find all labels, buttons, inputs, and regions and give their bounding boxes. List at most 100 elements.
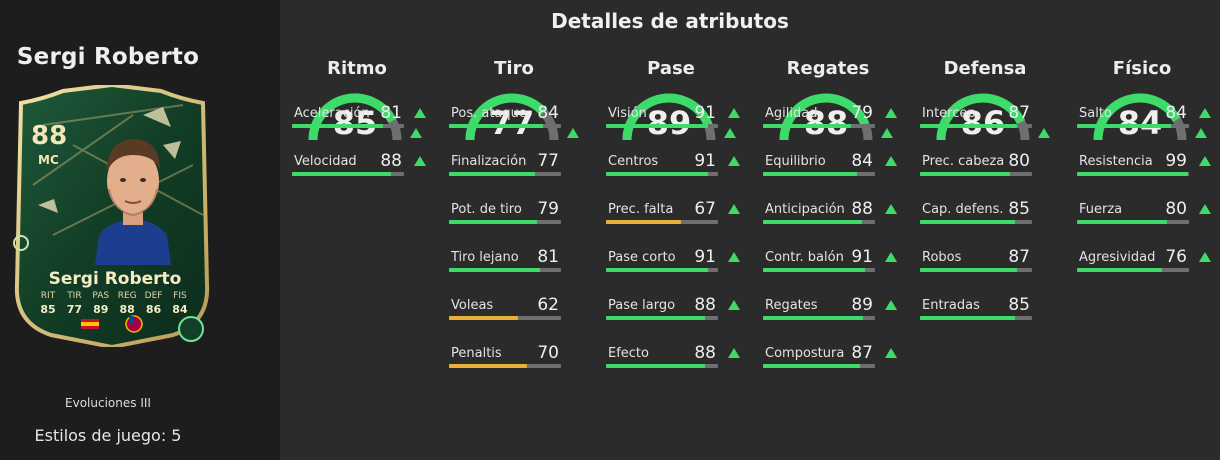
- attribute-bar: [920, 124, 1032, 128]
- attribute-row-fuerza[interactable]: Fuerza 80: [1077, 199, 1220, 250]
- attribute-label: Entradas: [922, 298, 980, 313]
- player-name: Sergi Roberto: [16, 44, 200, 70]
- attribute-bar: [449, 364, 561, 368]
- attribute-bar-fill: [920, 316, 1016, 320]
- attribute-bar: [1077, 268, 1189, 272]
- player-card[interactable]: 88 MC Sergi Roberto RIT 85 TIR 77 PAS 89 RE…: [13, 85, 211, 347]
- attribute-row-aceleracion[interactable]: Aceleración 81: [292, 103, 442, 154]
- attribute-row-robos[interactable]: Robos 87: [920, 247, 1070, 298]
- attribute-bar: [763, 220, 875, 224]
- attribute-bar: [292, 124, 404, 128]
- upgrade-arrow-icon: [728, 156, 740, 166]
- attribute-row-regates[interactable]: Regates 89: [763, 295, 913, 346]
- attribute-row-penaltis[interactable]: Penaltis 70: [449, 343, 599, 394]
- attribute-row-entradas[interactable]: Entradas 85: [920, 295, 1070, 346]
- attribute-bar-fill: [449, 220, 538, 224]
- player-photo: [95, 139, 171, 265]
- attribute-label: Cap. defens.: [922, 202, 1004, 217]
- playstyles-label[interactable]: Estilos de juego: 5: [34, 426, 182, 445]
- attribute-row-compostura[interactable]: Compostura 87: [763, 343, 913, 394]
- attribute-row-intercep[interactable]: Intercep. 87: [920, 103, 1070, 154]
- attribute-row-prec-cabeza[interactable]: Prec. cabeza 80: [920, 151, 1070, 202]
- attribute-row-finalizacion[interactable]: Finalización 77: [449, 151, 599, 202]
- attribute-label: Resistencia: [1079, 154, 1153, 169]
- attribute-row-pase-largo[interactable]: Pase largo 88: [606, 295, 756, 346]
- category-name: Tiro: [494, 58, 534, 79]
- attribute-bar: [449, 220, 561, 224]
- upgrade-arrow-icon: [410, 128, 422, 138]
- attribute-bar-fill: [763, 172, 858, 176]
- attribute-row-velocidad[interactable]: Velocidad 88: [292, 151, 442, 202]
- attribute-label: Compostura: [765, 346, 845, 361]
- attribute-label: Equilibrio: [765, 154, 826, 169]
- attribute-row-voleas[interactable]: Voleas 62: [449, 295, 599, 346]
- attribute-bar-fill: [1077, 268, 1163, 272]
- attribute-bar-fill: [920, 172, 1010, 176]
- attribute-value: 84: [537, 103, 559, 123]
- attribute-value: 80: [1165, 199, 1187, 219]
- attribute-row-agilidad[interactable]: Agilidad 79: [763, 103, 913, 154]
- attribute-row-contr-balon[interactable]: Contr. balón 91: [763, 247, 913, 298]
- attribute-bar-fill: [449, 364, 528, 368]
- category-value: 77: [489, 104, 535, 142]
- attribute-bar: [920, 172, 1032, 176]
- upgrade-arrow-icon: [724, 128, 736, 138]
- attribute-bar-fill: [449, 316, 519, 320]
- attribute-row-pase-corto[interactable]: Pase corto 91: [606, 247, 756, 298]
- attribute-row-efecto[interactable]: Efecto 88: [606, 343, 756, 394]
- attribute-bar: [1077, 172, 1189, 176]
- attribute-row-prec-falta[interactable]: Prec. falta 67: [606, 199, 756, 250]
- upgrade-arrow-icon: [728, 300, 740, 310]
- attribute-label: Pot. de tiro: [451, 202, 522, 217]
- attribute-row-pos-ataque[interactable]: Pos. ataque 84: [449, 103, 599, 154]
- upgrade-arrow-icon: [885, 204, 897, 214]
- attribute-value: 81: [537, 247, 559, 267]
- attribute-label: Salto: [1079, 106, 1112, 121]
- attribute-row-salto[interactable]: Salto 84: [1077, 103, 1220, 154]
- attribute-row-resistencia[interactable]: Resistencia 99: [1077, 151, 1220, 202]
- category-value: 85: [332, 104, 378, 142]
- attribute-bar: [763, 364, 875, 368]
- category-value: 86: [960, 104, 1006, 142]
- card-player-name: Sergi Roberto: [48, 269, 182, 289]
- attribute-bar-fill: [292, 172, 391, 176]
- attribute-value: 87: [851, 343, 873, 363]
- attribute-bar-fill: [763, 124, 852, 128]
- attribute-row-anticipacion[interactable]: Anticipación 88: [763, 199, 913, 250]
- attribute-row-agresividad[interactable]: Agresividad 76: [1077, 247, 1220, 298]
- category-value: 89: [646, 104, 692, 142]
- attribute-bar-fill: [1077, 172, 1188, 176]
- upgrade-arrow-icon: [885, 108, 897, 118]
- attribute-bar-fill: [449, 172, 536, 176]
- attribute-row-tiro-lejano[interactable]: Tiro lejano 81: [449, 247, 599, 298]
- upgrade-arrow-icon: [728, 348, 740, 358]
- attribute-label: Velocidad: [294, 154, 357, 169]
- upgrade-arrow-icon: [728, 252, 740, 262]
- category-name: Defensa: [943, 58, 1027, 79]
- attribute-row-centros[interactable]: Centros 91: [606, 151, 756, 202]
- attribute-row-equilibrio[interactable]: Equilibrio 84: [763, 151, 913, 202]
- upgrade-arrow-icon: [885, 156, 897, 166]
- upgrade-arrow-icon: [1199, 108, 1211, 118]
- attribute-bar-fill: [449, 268, 540, 272]
- attribute-row-cap-defens[interactable]: Cap. defens. 85: [920, 199, 1070, 250]
- attribute-value: 80: [1008, 151, 1030, 171]
- attribute-value: 85: [1008, 199, 1030, 219]
- upgrade-arrow-icon: [885, 348, 897, 358]
- attribute-value: 91: [851, 247, 873, 267]
- attribute-value: 67: [694, 199, 716, 219]
- attribute-label: Fuerza: [1079, 202, 1123, 217]
- card-position: MC: [38, 153, 59, 167]
- attribute-label: Centros: [608, 154, 659, 169]
- attribute-bar-fill: [920, 220, 1016, 224]
- attribute-bar-fill: [606, 364, 705, 368]
- attribute-value: 62: [537, 295, 559, 315]
- attribute-value: 84: [851, 151, 873, 171]
- attribute-label: Voleas: [451, 298, 494, 313]
- evolution-label: Evoluciones III: [65, 396, 151, 410]
- attribute-bar-fill: [606, 316, 705, 320]
- attribute-bar: [449, 268, 561, 272]
- attribute-value: 79: [537, 199, 559, 219]
- attribute-row-pot-de-tiro[interactable]: Pot. de tiro 79: [449, 199, 599, 250]
- attribute-row-vision[interactable]: Visión 91: [606, 103, 756, 154]
